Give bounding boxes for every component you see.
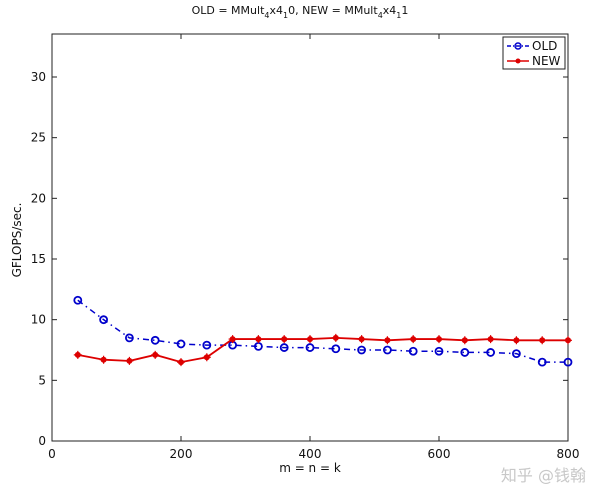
x-tick-label: 600	[428, 447, 451, 461]
legend-item-new: NEW	[507, 54, 561, 68]
data-point	[563, 357, 573, 367]
x-axis: 0 200 400 600 800	[48, 34, 579, 461]
y-tick-label: 15	[31, 252, 46, 266]
series-new	[73, 333, 572, 367]
data-point	[305, 343, 315, 352]
watermark: 知乎 @钱翰	[500, 466, 586, 485]
data-point	[99, 315, 108, 325]
y-tick-label: 25	[31, 131, 46, 145]
x-tick-label: 800	[557, 447, 580, 461]
svg-text:OLD: OLD	[532, 39, 557, 53]
data-point	[73, 295, 83, 305]
y-axis-label: GFLOPS/sec.	[10, 203, 24, 278]
chart-title: OLD = MMult4x410, NEW = MMult4x411	[192, 4, 409, 20]
data-point	[460, 348, 470, 357]
legend-item-old: OLD	[507, 39, 557, 53]
data-point	[486, 348, 496, 357]
data-point	[357, 345, 367, 355]
data-point	[124, 333, 134, 343]
data-point	[279, 343, 289, 352]
y-tick-label: 0	[38, 434, 46, 448]
data-point	[382, 345, 392, 355]
data-point	[331, 344, 341, 354]
x-tick-label: 400	[299, 447, 322, 461]
star-marker-icon	[515, 58, 521, 64]
y-tick-label: 5	[38, 373, 46, 387]
x-tick-label: 200	[170, 447, 193, 461]
x-tick-label: 0	[48, 447, 56, 461]
y-axis: 0 5 10 15 20 25 30	[31, 70, 568, 448]
svg-text:NEW: NEW	[532, 54, 561, 68]
x-axis-label: m = n = k	[279, 461, 341, 475]
data-point	[512, 349, 521, 359]
data-point	[150, 335, 160, 345]
data-point	[434, 346, 444, 356]
data-point	[176, 339, 186, 349]
series-old	[73, 295, 573, 367]
y-tick-label: 10	[31, 313, 46, 327]
data-point	[537, 357, 547, 367]
y-tick-label: 30	[31, 70, 46, 84]
legend: OLD NEW	[502, 36, 566, 70]
circle-marker-icon	[514, 42, 522, 50]
data-point	[202, 340, 212, 350]
data-point	[408, 346, 418, 356]
y-tick-label: 20	[31, 191, 46, 205]
plot-area	[51, 33, 569, 442]
